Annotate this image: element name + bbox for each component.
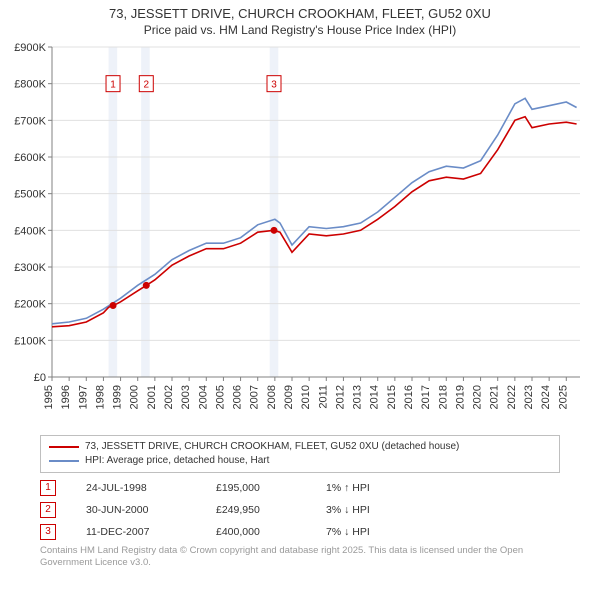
- svg-text:2002: 2002: [163, 385, 175, 409]
- svg-text:2009: 2009: [283, 385, 295, 409]
- svg-text:1: 1: [110, 80, 116, 91]
- svg-text:1999: 1999: [112, 385, 124, 409]
- chart-area: £0 £100K £200K £300K £400K £500K £600K £700K £80…: [8, 41, 588, 429]
- svg-text:2025: 2025: [557, 385, 569, 409]
- svg-text:£600K: £600K: [14, 152, 46, 164]
- svg-text:2014: 2014: [369, 385, 381, 409]
- svg-text:3: 3: [271, 80, 277, 91]
- marker-delta: 1% ↑ HPI: [326, 482, 370, 494]
- svg-text:2006: 2006: [232, 385, 244, 409]
- chart-subtitle: Price paid vs. HM Land Registry's House …: [0, 23, 600, 41]
- marker-delta: 3% ↓ HPI: [326, 504, 370, 516]
- svg-text:£0: £0: [34, 372, 46, 384]
- svg-text:£400K: £400K: [14, 225, 46, 237]
- svg-text:2021: 2021: [489, 385, 501, 409]
- svg-text:2010: 2010: [300, 385, 312, 409]
- svg-text:1995: 1995: [43, 385, 55, 409]
- marker-price: £400,000: [216, 526, 326, 538]
- legend-swatch: [49, 460, 79, 462]
- legend-label: HPI: Average price, detached house, Hart: [85, 454, 269, 468]
- legend: 73, JESSETT DRIVE, CHURCH CROOKHAM, FLEE…: [40, 435, 560, 473]
- marker-row: 2 30-JUN-2000£249,9503% ↓ HPI: [40, 499, 560, 521]
- svg-text:2007: 2007: [249, 385, 261, 409]
- svg-text:2024: 2024: [540, 385, 552, 409]
- svg-text:2015: 2015: [386, 385, 398, 409]
- marker-id-box: 1: [40, 480, 56, 496]
- svg-text:2004: 2004: [197, 385, 209, 409]
- svg-text:1996: 1996: [60, 385, 72, 409]
- svg-text:1998: 1998: [94, 385, 106, 409]
- svg-text:2022: 2022: [506, 385, 518, 409]
- legend-label: 73, JESSETT DRIVE, CHURCH CROOKHAM, FLEE…: [85, 440, 459, 454]
- svg-text:£900K: £900K: [14, 42, 46, 54]
- marker-id-box: 3: [40, 524, 56, 540]
- marker-row: 1 24-JUL-1998£195,0001% ↑ HPI: [40, 477, 560, 499]
- svg-text:1997: 1997: [77, 385, 89, 409]
- attribution: Contains HM Land Registry data © Crown c…: [40, 545, 560, 570]
- svg-text:£200K: £200K: [14, 299, 46, 311]
- marker-price: £249,950: [216, 504, 326, 516]
- svg-text:2: 2: [144, 80, 150, 91]
- svg-text:2017: 2017: [420, 385, 432, 409]
- chart-title: 73, JESSETT DRIVE, CHURCH CROOKHAM, FLEE…: [0, 0, 600, 23]
- svg-text:£300K: £300K: [14, 262, 46, 274]
- marker-price: £195,000: [216, 482, 326, 494]
- legend-item: HPI: Average price, detached house, Hart: [49, 454, 551, 468]
- svg-text:£100K: £100K: [14, 335, 46, 347]
- marker-date: 11-DEC-2007: [86, 526, 216, 538]
- markers-table: 1 24-JUL-1998£195,0001% ↑ HPI 2 30-JUN-2000…: [40, 477, 560, 543]
- svg-text:2018: 2018: [437, 385, 449, 409]
- svg-text:2003: 2003: [180, 385, 192, 409]
- svg-text:2020: 2020: [472, 385, 484, 409]
- svg-text:2001: 2001: [146, 385, 158, 409]
- svg-text:£500K: £500K: [14, 189, 46, 201]
- svg-text:2012: 2012: [334, 385, 346, 409]
- svg-text:2000: 2000: [129, 385, 141, 409]
- marker-date: 30-JUN-2000: [86, 504, 216, 516]
- legend-item: 73, JESSETT DRIVE, CHURCH CROOKHAM, FLEE…: [49, 440, 551, 454]
- svg-text:2013: 2013: [352, 385, 364, 409]
- svg-text:£700K: £700K: [14, 115, 46, 127]
- marker-delta: 7% ↓ HPI: [326, 526, 370, 538]
- svg-text:2016: 2016: [403, 385, 415, 409]
- marker-id-box: 2: [40, 502, 56, 518]
- svg-text:2005: 2005: [214, 385, 226, 409]
- svg-text:2023: 2023: [523, 385, 535, 409]
- svg-text:2019: 2019: [454, 385, 466, 409]
- svg-text:£800K: £800K: [14, 79, 46, 91]
- marker-date: 24-JUL-1998: [86, 482, 216, 494]
- svg-text:2008: 2008: [266, 385, 278, 409]
- legend-swatch: [49, 446, 79, 448]
- line-chart: £0 £100K £200K £300K £400K £500K £600K £700K £80…: [8, 41, 588, 429]
- svg-text:2011: 2011: [317, 385, 329, 409]
- chart-container: 73, JESSETT DRIVE, CHURCH CROOKHAM, FLEE…: [0, 0, 600, 590]
- marker-row: 3 11-DEC-2007£400,0007% ↓ HPI: [40, 521, 560, 543]
